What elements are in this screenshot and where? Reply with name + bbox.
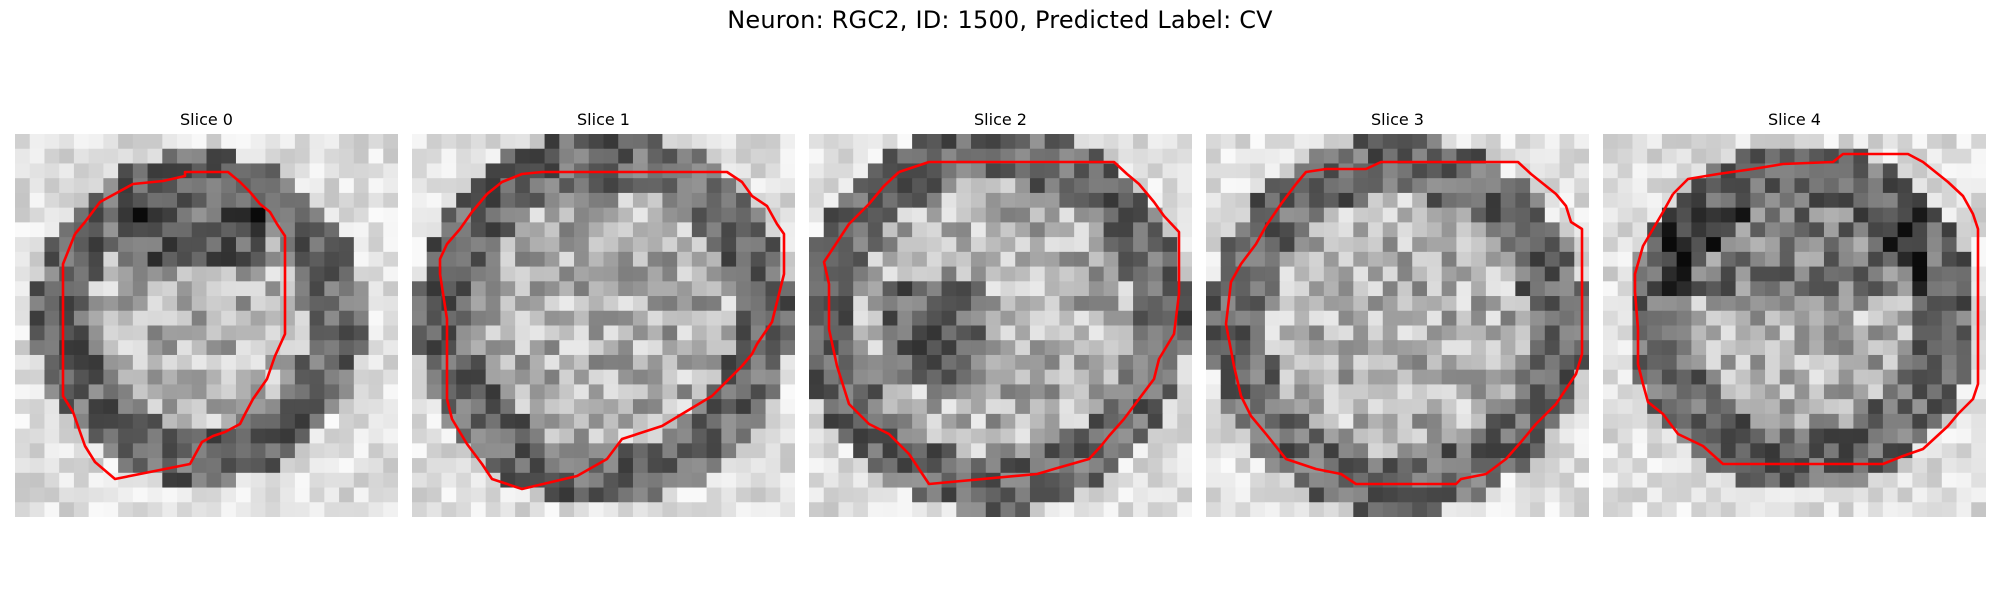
cell-contour [1224,160,1584,486]
grayscale-patch [1603,134,1986,517]
grayscale-patch [412,134,795,517]
slice-title-4: Slice 4 [1768,110,1821,129]
slice-title-1: Slice 1 [577,110,630,129]
slice-panel-4: Slice 4 [1603,110,1986,517]
figure-title: Neuron: RGC2, ID: 1500, Predicted Label:… [727,6,1273,34]
slice-panel-0: Slice 0 [15,110,398,517]
slice-image-1 [412,134,795,517]
slice-title-0: Slice 0 [180,110,233,129]
slice-panel-3: Slice 3 [1206,110,1589,517]
grayscale-patch [1206,134,1589,517]
slice-image-3 [1206,134,1589,517]
cell-contour [822,160,1181,486]
cell-contour [1633,152,1980,466]
slice-image-2 [809,134,1192,517]
slice-image-4 [1603,134,1986,517]
slice-title-2: Slice 2 [974,110,1027,129]
slice-panel-1: Slice 1 [412,110,795,517]
slice-image-0 [15,134,398,517]
cell-contour [61,170,287,481]
slice-title-3: Slice 3 [1371,110,1424,129]
grayscale-patch [15,134,398,517]
cell-contour [438,170,786,491]
grayscale-patch [809,134,1192,517]
slice-panel-2: Slice 2 [809,110,1192,517]
